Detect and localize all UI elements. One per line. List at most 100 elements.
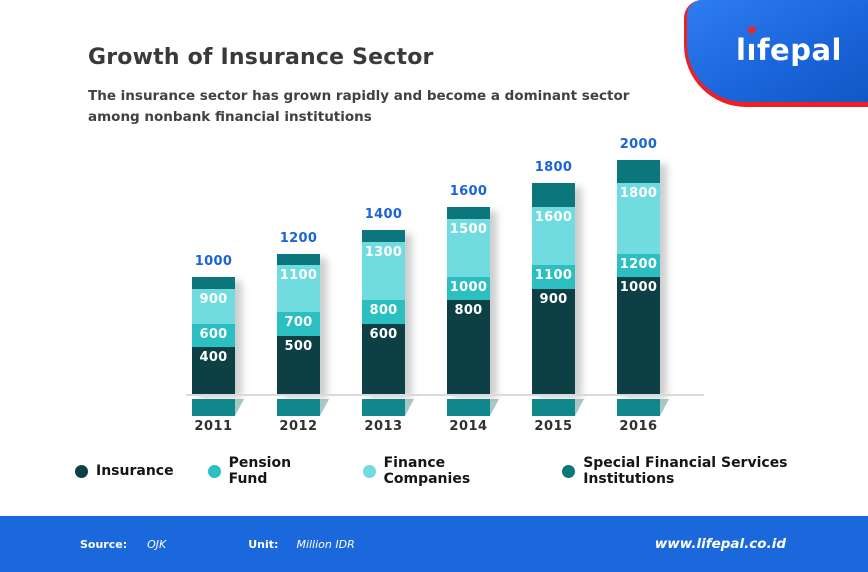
bar-segment <box>447 206 490 219</box>
bar-segment: 1800 <box>617 183 660 254</box>
unit-label: Unit: <box>248 537 279 551</box>
stacked-bar: 900 600 400 <box>192 277 235 394</box>
bar-segment: 400 <box>192 347 235 394</box>
chart-legend: Insurance Pension Fund Finance Companies Sp… <box>75 455 868 487</box>
bar-segment: 1200 <box>617 253 660 277</box>
stacked-bar: 1300 800 600 <box>362 230 405 394</box>
x-axis-labels: 2011 2012 2013 2014 2015 2016 <box>192 419 660 434</box>
footer-bar: Source: OJK Unit: Million IDR www.lifepa… <box>0 516 868 572</box>
legend-dot-icon <box>207 464 221 478</box>
bar-segment: 1100 <box>532 265 575 289</box>
bar-segment: 700 <box>277 312 320 336</box>
x-axis-tick-label: 2012 <box>279 419 318 434</box>
segment-value-label: 900 <box>199 291 228 307</box>
chart-bars: 1000 900 600 400 1200 1100 700 500 1400 1300 800 60… <box>192 130 660 394</box>
bar-segment: 1000 <box>617 277 660 394</box>
heart-icon: ♥ <box>746 24 758 38</box>
bar-pedestal <box>192 399 244 416</box>
segment-value-label: 600 <box>369 326 398 342</box>
segment-value-label: 1000 <box>449 280 488 296</box>
bar-column-2013: 1400 1300 800 600 <box>362 207 405 394</box>
segment-value-label: 1200 <box>619 256 658 272</box>
bar-segment <box>362 230 405 242</box>
x-axis-tick-label: 2011 <box>194 419 233 434</box>
bar-segment: 800 <box>447 300 490 394</box>
bar-pedestal <box>277 399 329 416</box>
segment-value-label: 400 <box>199 350 228 366</box>
legend-item: Special Financial Services Institutions <box>562 455 868 487</box>
segment-value-label: 1500 <box>449 221 488 237</box>
stacked-bar: 1600 1100 900 <box>532 183 575 394</box>
segment-value-label: 600 <box>199 326 228 342</box>
bar-segment: 900 <box>532 288 575 394</box>
legend-label: Special Financial Services Institutions <box>583 455 788 487</box>
legend-dot-icon <box>75 464 88 478</box>
bar-column-2011: 1000 900 600 400 <box>192 254 235 394</box>
legend-dot-icon <box>562 464 576 478</box>
bar-segment: 600 <box>362 323 405 394</box>
segment-value-label: 1300 <box>364 244 403 260</box>
bar-total-label: 1800 <box>534 160 573 176</box>
x-axis-line <box>186 394 704 396</box>
x-axis-tick-label: 2014 <box>449 419 488 434</box>
bar-pedestal <box>617 399 669 416</box>
bar-total-label: 1200 <box>279 230 318 246</box>
bar-segment: 500 <box>277 335 320 394</box>
page-title: Growth of Insurance Sector <box>88 45 434 70</box>
lifepal-logo: lı ♥ fepal <box>736 24 842 67</box>
bar-column-2015: 1800 1600 1100 900 <box>532 160 575 394</box>
bar-segment <box>617 160 660 184</box>
bar-pedestal <box>447 399 499 416</box>
page-subtitle: The insurance sector has grown rapidly a… <box>88 88 630 125</box>
segment-value-label: 800 <box>454 303 483 319</box>
bar-segment: 600 <box>192 323 235 348</box>
bar-segment: 1600 <box>532 206 575 266</box>
bar-segment: 1300 <box>362 241 405 301</box>
bar-segment: 1000 <box>447 277 490 301</box>
x-axis-tick-label: 2016 <box>619 419 658 434</box>
stacked-bar: 1500 1000 800 <box>447 206 490 394</box>
segment-value-label: 700 <box>284 315 313 331</box>
segment-value-label: 1600 <box>534 209 573 225</box>
segment-value-label: 1800 <box>619 186 658 202</box>
website-url: www.lifepal.co.id <box>654 536 786 552</box>
legend-label: Finance Companies <box>383 455 471 487</box>
legend-label: Insurance <box>96 463 174 479</box>
legend-item: Finance Companies <box>362 455 529 487</box>
legend-label: Pension Fund <box>228 455 292 487</box>
bar-segment <box>532 183 575 207</box>
bar-pedestals <box>192 399 669 416</box>
unit-value: Million IDR <box>296 537 355 551</box>
segment-value-label: 800 <box>369 303 398 319</box>
legend-item: Insurance <box>75 463 174 479</box>
segment-value-label: 1100 <box>534 268 573 284</box>
segment-value-label: 1100 <box>279 268 318 284</box>
stacked-bar: 1800 1200 1000 <box>617 160 660 394</box>
legend-dot-icon <box>362 464 376 478</box>
bar-segment: 900 <box>192 288 235 324</box>
logo-badge <box>687 0 868 102</box>
bar-pedestal <box>532 399 584 416</box>
bar-column-2012: 1200 1100 700 500 <box>277 231 320 394</box>
stacked-bar: 1100 700 500 <box>277 253 320 394</box>
x-axis-tick-label: 2013 <box>364 419 403 434</box>
bar-total-label: 1600 <box>449 183 488 199</box>
bar-segment: 1100 <box>277 265 320 313</box>
segment-value-label: 1000 <box>619 280 658 295</box>
bar-total-label: 1000 <box>194 254 233 270</box>
segment-value-label: 900 <box>539 291 568 307</box>
bar-column-2016: 2000 1800 1200 1000 <box>617 137 660 394</box>
source-value: OJK <box>147 537 167 551</box>
bar-total-label: 2000 <box>619 137 658 153</box>
segment-value-label: 500 <box>284 338 313 354</box>
bar-total-label: 1400 <box>364 207 403 223</box>
x-axis-tick-label: 2015 <box>534 419 573 434</box>
bar-segment <box>192 277 235 289</box>
bar-segment <box>277 253 320 266</box>
legend-item: Pension Fund <box>207 455 329 487</box>
bar-pedestal <box>362 399 414 416</box>
bar-column-2014: 1600 1500 1000 800 <box>447 184 490 394</box>
bar-segment: 800 <box>362 300 405 324</box>
source-label: Source: <box>80 537 128 551</box>
